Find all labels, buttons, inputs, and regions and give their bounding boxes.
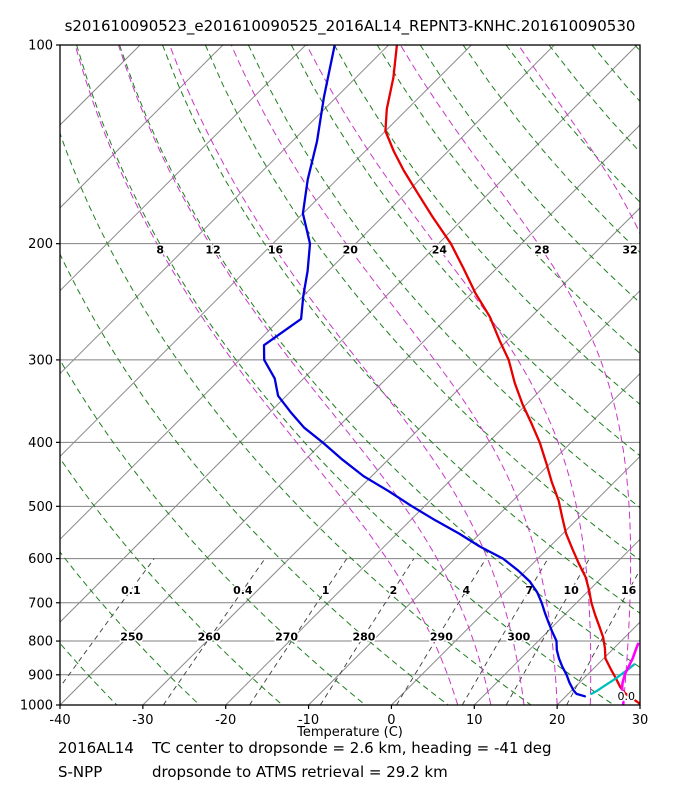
temperature-line [385,45,640,704]
x-tick-label: -40 [49,713,70,728]
moist-adiabat-line [75,45,457,705]
contour-label: 24 [432,243,448,256]
x-tick-label: 20 [549,713,566,728]
dry-adiabat-line [77,45,614,705]
y-tick-label: 700 [28,596,53,611]
y-tick-label: 200 [28,237,53,252]
isotherm-line [60,45,700,705]
figure-title: s201610090523_e201610090525_2016AL14_REP… [65,17,636,36]
plot-border [60,45,640,705]
contour-label: 4 [463,584,471,597]
contour-label: 28 [534,243,549,256]
isotherm-line [557,45,700,705]
contour-label: 16 [268,243,284,256]
isotherm-line [640,45,700,705]
footer-line1-text: TC center to dropsonde = 2.6 km, heading… [151,739,552,757]
x-tick-label: 30 [632,713,649,728]
y-tick-label: 900 [28,668,53,683]
dry-adiabat-line [334,45,700,705]
contour-label: 250 [120,631,143,644]
moist-adiabat-line [401,45,631,705]
contour-label: 32 [622,243,637,256]
y-tick-label: 400 [28,436,53,451]
footer-sensor-id: S-NPP [58,763,102,781]
x-tick-label: -30 [132,713,153,728]
footer-storm-id: 2016AL14 [58,739,134,757]
isotherm-line [0,45,471,705]
contour-label: 8 [156,243,164,256]
dry-adiabat-line [635,45,700,705]
x-tick-label: -20 [215,713,236,728]
contour-label: 16 [621,584,637,597]
contour-label: 20 [343,243,359,256]
isotherm-line [0,45,554,705]
y-tick-label: 300 [28,353,53,368]
contour-label: 280 [352,631,375,644]
y-tick-label: 800 [28,635,53,650]
contour-label: 260 [198,631,221,644]
dry-adiabat-line [592,45,700,705]
y-tick-label: 100 [28,39,53,54]
isotherm-line [474,45,700,705]
isotherm-line [143,45,700,705]
contour-label: 12 [205,243,220,256]
contour-label: 1 [322,584,330,597]
isotherm-line [226,45,700,705]
footer-line2-text: dropsonde to ATMS retrieval = 29.2 km [152,763,448,781]
y-tick-label: 600 [28,552,53,567]
y-tick-label: 500 [28,500,53,515]
moist-adiabat-line [307,45,591,705]
moist-adiabat-line [170,45,524,705]
contour-label: 270 [275,631,298,644]
contour-label: 300 [507,631,530,644]
contour-label: 290 [430,631,453,644]
moist-adiabat-line [119,45,491,705]
dry-adiabat-line [0,45,365,705]
dry-adiabat-line [506,45,700,705]
contour-label: 2 [390,584,398,597]
isotherm-line [0,45,140,705]
contour-label: 0.1 [121,584,141,597]
dry-adiabat-line [205,45,700,705]
dry-adiabat-line [34,45,531,705]
y-tick-label: 1000 [20,699,53,714]
mixing-ratio-line [250,559,347,705]
isotherm-line [391,45,700,705]
contour-label: 0.4 [233,584,253,597]
isotherm-line [0,45,389,705]
contour-label: 10 [563,584,579,597]
dry-adiabat-line [678,45,700,705]
moist-adiabat-line [231,45,557,705]
dry-adiabat-line [463,45,700,705]
dry-adiabat-line [549,45,700,705]
dry-adiabat-line [0,45,117,705]
annotation-text: 0.0 [617,690,635,703]
x-axis-label: Temperature (C) [296,725,403,740]
dry-adiabat-line [420,45,700,705]
x-tick-label: 10 [466,713,483,728]
mixing-ratio-line [462,559,548,705]
